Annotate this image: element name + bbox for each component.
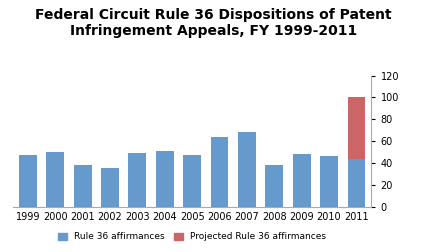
Bar — [210, 137, 228, 207]
Bar — [128, 153, 146, 207]
Bar — [46, 152, 64, 207]
Bar — [237, 132, 255, 207]
Bar — [183, 155, 201, 207]
Bar — [155, 151, 173, 207]
Bar — [347, 98, 365, 159]
Legend: Rule 36 affirmances, Projected Rule 36 affirmances: Rule 36 affirmances, Projected Rule 36 a… — [55, 229, 329, 245]
Bar — [19, 155, 37, 207]
Bar — [265, 165, 282, 207]
Bar — [347, 159, 365, 207]
Bar — [292, 154, 310, 207]
Bar — [320, 156, 337, 207]
Bar — [74, 165, 91, 207]
Bar — [101, 168, 118, 207]
Text: Federal Circuit Rule 36 Dispositions of Patent
Infringement Appeals, FY 1999-201: Federal Circuit Rule 36 Dispositions of … — [35, 8, 391, 38]
